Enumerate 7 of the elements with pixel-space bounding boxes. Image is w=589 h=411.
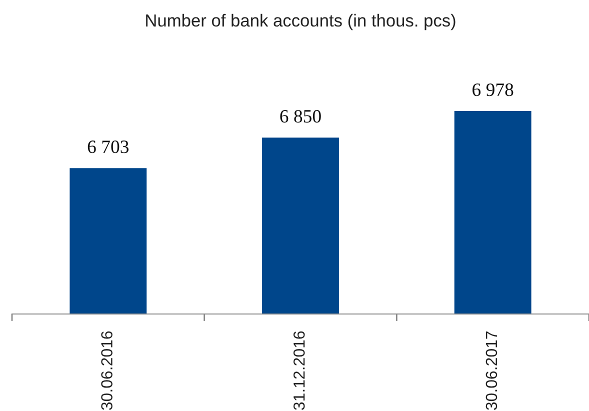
data-label: 6 978 xyxy=(472,83,514,96)
data-label: 6 850 xyxy=(280,110,321,123)
data-label: 6 703 xyxy=(88,140,129,154)
x-tick-label: 31.12.2016 xyxy=(293,331,305,410)
x-tick-label: 30.06.2017 xyxy=(486,331,498,410)
x-tick-label: 30.06.2016 xyxy=(101,331,112,410)
chart-title: Number of bank accounts (in thous. pcs) xyxy=(146,14,456,30)
